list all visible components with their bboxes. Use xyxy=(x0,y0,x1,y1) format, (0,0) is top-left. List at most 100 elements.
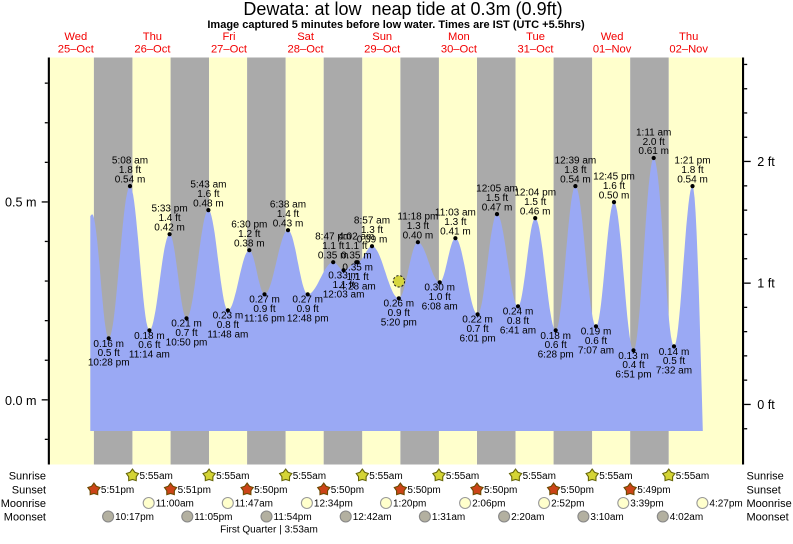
svg-text:0.19 m: 0.19 m xyxy=(581,327,612,338)
svg-text:1.2 ft: 1.2 ft xyxy=(238,229,260,240)
svg-text:0.35 m: 0.35 m xyxy=(342,263,373,274)
svg-text:Mon: Mon xyxy=(448,31,470,43)
svg-text:Sun: Sun xyxy=(372,31,392,43)
svg-text:0.8 ft: 0.8 ft xyxy=(217,320,239,331)
svg-text:1.6 ft: 1.6 ft xyxy=(603,181,625,192)
svg-text:4:28 am: 4:28 am xyxy=(340,281,376,292)
svg-text:12:34pm: 12:34pm xyxy=(314,499,353,510)
svg-text:0.9 ft: 0.9 ft xyxy=(388,308,410,319)
svg-text:First Quarter | 3:53am: First Quarter | 3:53am xyxy=(220,525,318,536)
svg-text:11:48 am: 11:48 am xyxy=(207,330,248,341)
svg-text:11:14 am: 11:14 am xyxy=(129,350,170,361)
svg-text:6:28 pm: 6:28 pm xyxy=(538,350,574,361)
svg-text:0.46 m: 0.46 m xyxy=(520,206,551,217)
svg-text:11:16 pm: 11:16 pm xyxy=(244,314,285,325)
svg-text:Moonrise: Moonrise xyxy=(747,498,792,510)
svg-text:2:52pm: 2:52pm xyxy=(551,499,584,510)
svg-text:6:51 pm: 6:51 pm xyxy=(615,370,651,381)
svg-text:5:08 am: 5:08 am xyxy=(112,156,148,167)
svg-text:10:17pm: 10:17pm xyxy=(115,512,154,523)
svg-text:0.27 m: 0.27 m xyxy=(249,295,280,306)
svg-text:2 ft: 2 ft xyxy=(757,155,775,169)
svg-text:12:04 pm: 12:04 pm xyxy=(514,188,556,199)
svg-text:5:50pm: 5:50pm xyxy=(484,485,517,496)
svg-text:Moonset: Moonset xyxy=(747,511,789,523)
svg-text:3:39pm: 3:39pm xyxy=(630,499,663,510)
svg-text:Thu: Thu xyxy=(679,31,698,43)
svg-text:11:18 pm: 11:18 pm xyxy=(397,212,438,223)
svg-text:1.3 ft: 1.3 ft xyxy=(407,221,429,232)
svg-text:0.9 ft: 0.9 ft xyxy=(253,304,275,315)
svg-text:5:55am: 5:55am xyxy=(216,471,249,482)
svg-text:12:05 am: 12:05 am xyxy=(476,184,518,195)
svg-text:5:55am: 5:55am xyxy=(140,471,173,482)
svg-text:1 ft: 1 ft xyxy=(757,277,775,291)
svg-text:1.1 ft: 1.1 ft xyxy=(332,280,354,291)
svg-text:5:55am: 5:55am xyxy=(293,471,326,482)
svg-text:6:01 pm: 6:01 pm xyxy=(460,334,496,345)
svg-text:Sunrise: Sunrise xyxy=(9,470,46,482)
svg-text:0.26 m: 0.26 m xyxy=(384,299,415,310)
svg-text:5:55am: 5:55am xyxy=(676,471,709,482)
svg-text:Tue: Tue xyxy=(526,31,545,43)
svg-text:0 ft: 0 ft xyxy=(757,398,775,412)
svg-text:5:20 pm: 5:20 pm xyxy=(381,318,417,329)
svg-text:10:28 pm: 10:28 pm xyxy=(88,358,130,369)
svg-text:1.8 ft: 1.8 ft xyxy=(681,165,703,176)
svg-text:0.43 m: 0.43 m xyxy=(273,218,304,229)
svg-text:8:57 am: 8:57 am xyxy=(354,216,390,227)
svg-text:0.6 ft: 0.6 ft xyxy=(545,340,567,351)
svg-text:1.1 ft: 1.1 ft xyxy=(322,241,344,252)
svg-text:0.47 m: 0.47 m xyxy=(482,202,513,213)
svg-text:0.54 m: 0.54 m xyxy=(560,174,591,185)
svg-text:12:39 am: 12:39 am xyxy=(555,156,597,167)
svg-text:11:00am: 11:00am xyxy=(156,499,194,510)
svg-text:10:50 pm: 10:50 pm xyxy=(166,338,208,349)
svg-text:28–Oct: 28–Oct xyxy=(288,43,325,55)
svg-text:Thu: Thu xyxy=(143,31,162,43)
svg-text:5:33 pm: 5:33 pm xyxy=(152,204,188,215)
svg-text:1.5 ft: 1.5 ft xyxy=(524,197,546,208)
svg-text:0.39 m: 0.39 m xyxy=(357,234,388,245)
svg-text:0.5 ft: 0.5 ft xyxy=(663,356,685,367)
svg-text:1.4 ft: 1.4 ft xyxy=(277,209,299,220)
svg-text:4:02 am: 4:02 am xyxy=(338,232,374,243)
svg-text:6:41 am: 6:41 am xyxy=(500,326,536,337)
svg-text:1.1 ft: 1.1 ft xyxy=(345,241,367,252)
svg-text:25–Oct: 25–Oct xyxy=(58,43,95,55)
svg-text:0.54 m: 0.54 m xyxy=(677,174,708,185)
svg-text:5:51pm: 5:51pm xyxy=(178,485,211,496)
svg-text:0.14 m: 0.14 m xyxy=(659,347,690,358)
svg-text:0.7 ft: 0.7 ft xyxy=(466,324,488,335)
svg-text:0.0 m: 0.0 m xyxy=(5,394,37,408)
svg-text:Wed: Wed xyxy=(64,31,87,43)
svg-text:0.38 m: 0.38 m xyxy=(234,238,265,249)
svg-text:29–Oct: 29–Oct xyxy=(364,43,401,55)
svg-text:12:45 pm: 12:45 pm xyxy=(593,172,635,183)
svg-text:6:08 am: 6:08 am xyxy=(422,302,458,313)
svg-text:5:51pm: 5:51pm xyxy=(101,485,134,496)
svg-text:Image captured 5 minutes befor: Image captured 5 minutes before low wate… xyxy=(207,19,585,31)
svg-text:Sunset: Sunset xyxy=(12,484,46,496)
svg-text:0.42 m: 0.42 m xyxy=(154,222,185,233)
svg-text:1.0 ft: 1.0 ft xyxy=(429,292,451,303)
svg-text:11:47am: 11:47am xyxy=(235,499,273,510)
svg-text:Dewata: at low neap tide at 0: Dewata: at low neap tide at 0.3m (0.9ft) xyxy=(243,0,562,19)
svg-text:1.3 ft: 1.3 ft xyxy=(361,225,383,236)
svg-text:0.41 m: 0.41 m xyxy=(440,226,471,237)
svg-text:8:47 pm: 8:47 pm xyxy=(315,232,351,243)
svg-text:1:21 pm: 1:21 pm xyxy=(674,156,710,167)
svg-text:0.13 m: 0.13 m xyxy=(618,351,649,362)
svg-text:0.5 m: 0.5 m xyxy=(5,196,37,210)
svg-text:1.3 ft: 1.3 ft xyxy=(444,217,466,228)
svg-text:1.8 ft: 1.8 ft xyxy=(564,165,586,176)
svg-text:0.24 m: 0.24 m xyxy=(503,307,534,318)
svg-text:0.48 m: 0.48 m xyxy=(193,198,224,209)
svg-text:0.22 m: 0.22 m xyxy=(462,315,493,326)
svg-text:0.18 m: 0.18 m xyxy=(134,331,165,342)
svg-text:5:49pm: 5:49pm xyxy=(637,485,670,496)
svg-text:30–Oct: 30–Oct xyxy=(441,43,478,55)
svg-text:1.6 ft: 1.6 ft xyxy=(197,189,219,200)
svg-text:0.16 m: 0.16 m xyxy=(93,339,124,350)
svg-text:5:55am: 5:55am xyxy=(599,471,632,482)
